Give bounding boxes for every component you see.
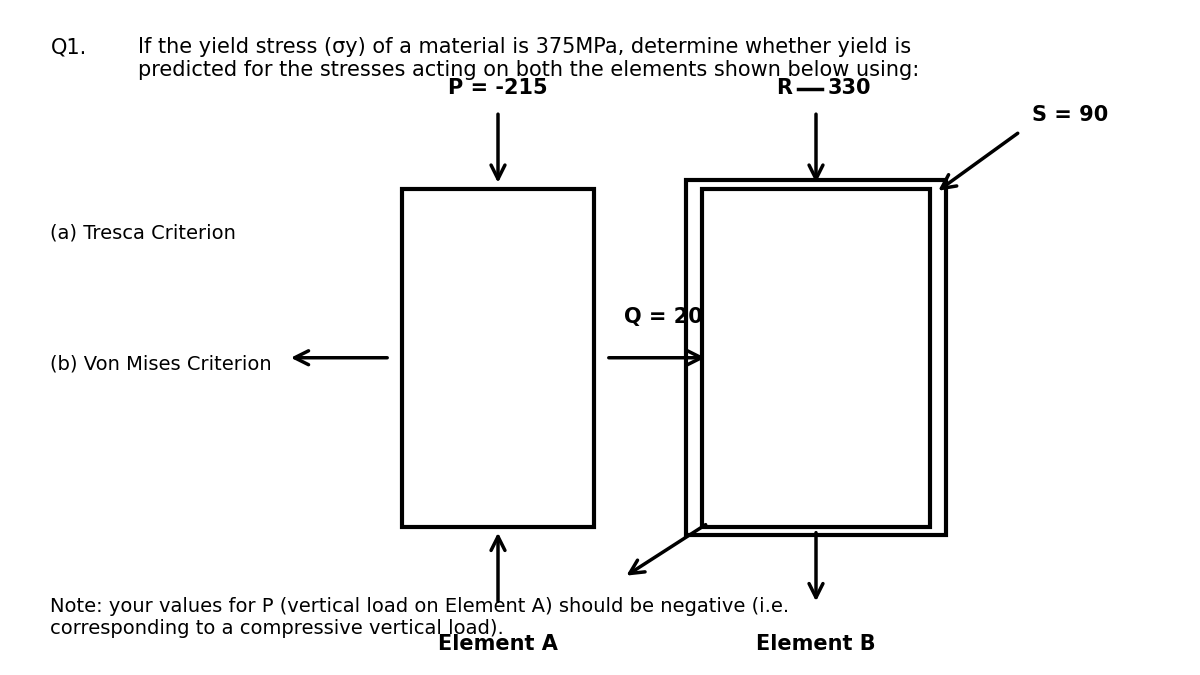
Bar — [402, 189, 594, 526]
Text: If the yield stress (σy) of a material is 375MPa, determine whether yield is
pre: If the yield stress (σy) of a material i… — [138, 37, 919, 80]
Text: Q = 200: Q = 200 — [624, 307, 718, 327]
Bar — [702, 189, 930, 526]
Text: S = 90: S = 90 — [1032, 105, 1109, 125]
Text: 330: 330 — [828, 78, 871, 98]
Text: Note: your values for P (vertical load on Element A) should be negative (i.e.
co: Note: your values for P (vertical load o… — [50, 597, 790, 639]
Text: P = -215: P = -215 — [448, 78, 548, 98]
Text: (a) Tresca Criterion: (a) Tresca Criterion — [50, 223, 236, 242]
Bar — [686, 180, 946, 535]
Text: Element B: Element B — [756, 634, 876, 655]
Text: R: R — [776, 78, 792, 98]
Text: (b) Von Mises Criterion: (b) Von Mises Criterion — [50, 355, 272, 374]
Text: Q1.: Q1. — [50, 37, 86, 57]
Text: Element A: Element A — [438, 634, 558, 655]
